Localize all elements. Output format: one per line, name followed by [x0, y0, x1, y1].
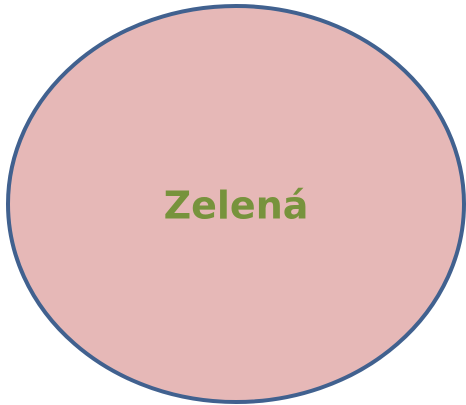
shape-label: Zelená: [164, 184, 309, 228]
ellipse-shape: [6, 4, 466, 404]
